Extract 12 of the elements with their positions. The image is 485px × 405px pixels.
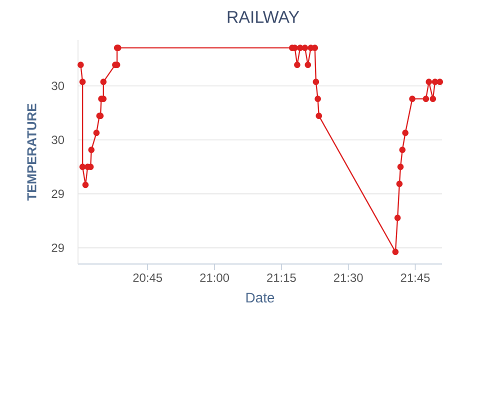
- x-tick-label: 21:15: [267, 274, 296, 282]
- y-tick-label: 29: [52, 244, 64, 252]
- y-tick-label: 29: [52, 190, 64, 198]
- x-tick-label: 20:45: [133, 274, 162, 282]
- x-axis-title: Date: [246, 292, 274, 303]
- y-tick-label: 30: [52, 136, 64, 144]
- chart-title: RAILWAY: [228, 11, 300, 23]
- x-tick-label: 21:30: [334, 274, 363, 282]
- y-tick-label: 30: [52, 82, 64, 90]
- x-tick-label: 21:45: [400, 274, 430, 282]
- y-axis-title: TEMPERATURE: [27, 104, 36, 201]
- x-tick-label: 21:00: [200, 274, 229, 282]
